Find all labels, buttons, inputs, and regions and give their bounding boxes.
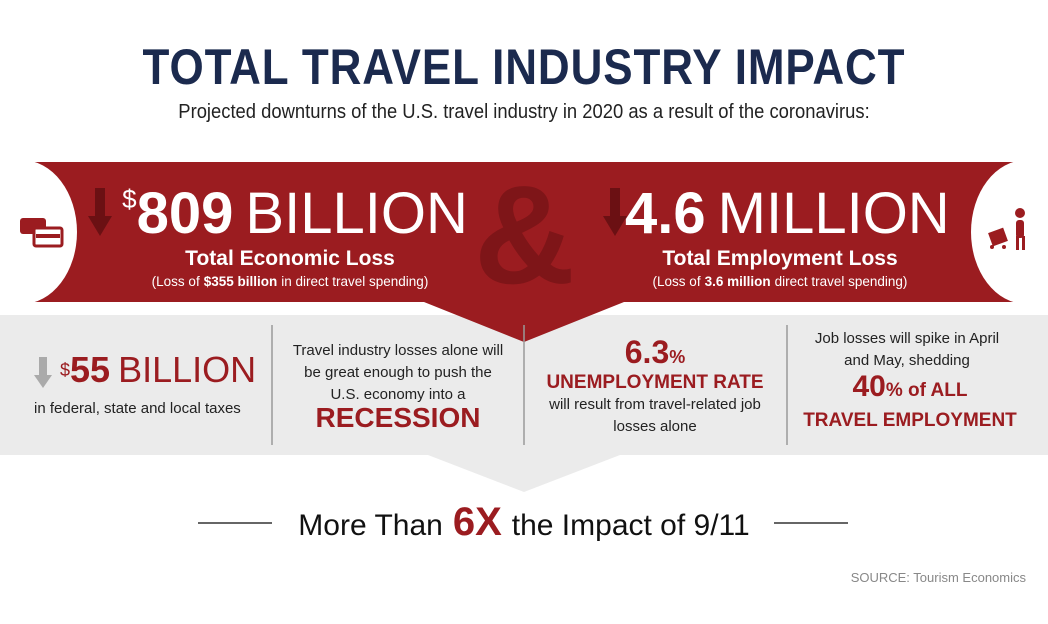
left-note: (Loss of $355 billion in direct travel spe… <box>110 274 470 289</box>
left-label: Total Economic Loss <box>185 247 395 270</box>
gray-pointer <box>428 455 620 492</box>
panel-4-stat: 40% of ALL <box>790 370 1030 404</box>
gray-arrow <box>34 357 52 388</box>
right-label: Total Employment Loss <box>662 247 898 270</box>
ampersand: & <box>474 156 576 313</box>
footer: More Than 6X the Impact of 9/11 <box>0 500 1048 545</box>
red-banner <box>18 162 1030 342</box>
panel-2-text: Travel industry losses alone will be gre… <box>292 342 504 403</box>
footer-text: More Than <box>298 509 443 542</box>
traveler-icon <box>988 208 1025 250</box>
unit: % of ALL <box>885 380 968 401</box>
panel-3-highlight: UNEMPLOYMENT RATE <box>546 372 764 393</box>
amount: 40 <box>852 370 886 403</box>
amount: 809 <box>136 181 234 246</box>
amount: 55 <box>70 349 111 390</box>
footer-text: the Impact of 9/11 <box>511 509 750 542</box>
dividers <box>271 325 788 445</box>
currency: $ <box>122 184 137 214</box>
panel-4-text: Job losses will spike in April and May, … <box>814 330 1000 369</box>
unit: BILLION <box>245 181 468 246</box>
down-arrows <box>88 188 627 236</box>
panel-3-stat: 6.3% <box>530 334 780 371</box>
payment-icon <box>20 218 64 248</box>
note-bold: $355 billion <box>203 274 278 289</box>
note-text: in direct travel spending) <box>281 274 429 289</box>
amount: 6.3 <box>624 334 670 370</box>
panel-1-stat: $55 BILLION <box>60 350 256 390</box>
right-circle <box>971 160 1048 304</box>
unit: MILLION <box>717 181 950 246</box>
subtitle: Projected downturns of the U.S. travel i… <box>178 101 870 123</box>
note-text: (Loss of <box>151 274 200 289</box>
currency: $ <box>60 360 71 380</box>
right-stat: 4.6 MILLION <box>625 181 950 246</box>
unit: BILLION <box>118 349 257 390</box>
left-stat: $809 BILLION <box>120 184 470 244</box>
footer-highlight: 6X <box>452 500 502 544</box>
source: SOURCE: Tourism Economics <box>850 570 1026 585</box>
panel-1-text: in federal, state and local taxes <box>34 400 241 417</box>
panel-2-highlight: RECESSION <box>315 402 481 433</box>
amount: 4.6 <box>625 181 706 246</box>
note-text: (Loss of <box>652 274 701 289</box>
right-note: (Loss of 3.6 million direct travel spendin… <box>600 274 960 289</box>
note-text: direct travel spending) <box>774 274 908 289</box>
note-bold: 3.6 million <box>704 274 771 289</box>
unit: % <box>669 347 686 367</box>
title: TOTAL TRAVEL INDUSTRY IMPACT <box>142 39 906 95</box>
panel-3-text: will result from travel-related job loss… <box>549 396 761 435</box>
panel-4-highlight: TRAVEL EMPLOYMENT <box>803 410 1017 431</box>
